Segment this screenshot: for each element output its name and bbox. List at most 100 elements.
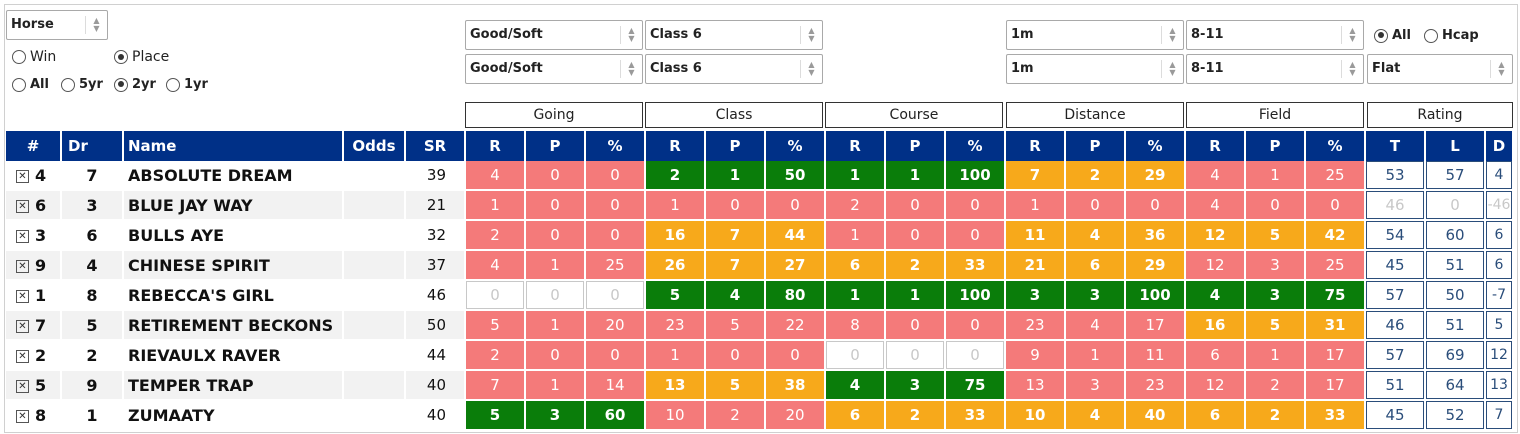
col-going-p[interactable]: P	[526, 131, 586, 161]
type-select-value: Horse	[11, 17, 54, 32]
period-all-option[interactable]: All	[12, 77, 49, 92]
col-going-pct[interactable]: %	[586, 131, 646, 161]
runner-number: 7	[35, 315, 47, 335]
radio-1yr[interactable]	[166, 77, 180, 92]
horse-name[interactable]: ABSOLUTE DREAM	[124, 161, 344, 191]
table-row: ✕ 9 4 CHINESE SPIRIT 37 4 1 25 26 7 27 6 2 33 21 6 29 12 3…	[6, 251, 1514, 281]
period-2yr-option[interactable]: 2yr	[114, 77, 156, 92]
remove-runner-icon[interactable]: ✕	[16, 259, 29, 273]
class-places: 5	[706, 371, 766, 401]
going-top-value: Good/Soft	[470, 27, 543, 42]
rating-d: 12	[1486, 341, 1514, 371]
rating-t: 57	[1366, 341, 1426, 371]
racetype-hcap-option[interactable]: Hcap	[1424, 28, 1479, 43]
remove-runner-icon[interactable]: ✕	[16, 289, 29, 303]
col-odds[interactable]: Odds	[344, 131, 406, 161]
going-select-bottom[interactable]: Good/Soft ▲ ▼	[465, 54, 643, 84]
field-select-bottom[interactable]: 8-11 ▲ ▼	[1186, 54, 1364, 84]
distance-runs: 13	[1006, 371, 1066, 401]
radio-all[interactable]	[12, 77, 26, 92]
going-runs: 5	[466, 401, 526, 431]
remove-runner-icon[interactable]: ✕	[16, 169, 29, 183]
select-arrows-icon: ▲ ▼	[1341, 26, 1363, 44]
field-percent: 25	[1306, 161, 1366, 191]
going-places: 0	[526, 161, 586, 191]
radio-place[interactable]	[114, 50, 128, 64]
horse-name[interactable]: REBECCA'S GIRL	[124, 281, 344, 311]
course-runs: 0	[826, 341, 886, 371]
col-field-pct[interactable]: %	[1306, 131, 1366, 161]
table-row: ✕ 7 5 RETIREMENT BECKONS 50 5 1 20 23 5 22 8 0 0 23 4 17…	[6, 311, 1514, 341]
col-distance-p[interactable]: P	[1066, 131, 1126, 161]
horse-name[interactable]: RIEVAULX RAVER	[124, 341, 344, 371]
col-field-p[interactable]: P	[1246, 131, 1306, 161]
class-percent: 27	[766, 251, 826, 281]
col-distance-pct[interactable]: %	[1126, 131, 1186, 161]
rating-l: 51	[1426, 311, 1486, 341]
remove-runner-icon[interactable]: ✕	[16, 379, 29, 393]
remove-runner-icon[interactable]: ✕	[16, 409, 29, 423]
field-bottom-value: 8-11	[1191, 61, 1224, 76]
horse-name[interactable]: BLUE JAY WAY	[124, 191, 344, 221]
class-select-bottom[interactable]: Class 6 ▲ ▼	[645, 54, 823, 84]
horse-name[interactable]: BULLS AYE	[124, 221, 344, 251]
col-course-pct[interactable]: %	[946, 131, 1006, 161]
distance-select-bottom[interactable]: 1m ▲ ▼	[1006, 54, 1184, 84]
radio-racetype-all[interactable]	[1374, 28, 1388, 43]
radio-racetype-hcap[interactable]	[1424, 28, 1438, 43]
mode-place-option[interactable]: Place	[114, 49, 169, 65]
going-runs: 4	[466, 161, 526, 191]
horse-name[interactable]: RETIREMENT BECKONS	[124, 311, 344, 341]
surface-select[interactable]: Flat ▲ ▼	[1367, 54, 1513, 84]
going-runs: 0	[466, 281, 526, 311]
col-going-r[interactable]: R	[466, 131, 526, 161]
remove-runner-icon[interactable]: ✕	[16, 319, 29, 333]
class-places: 5	[706, 311, 766, 341]
col-class-r[interactable]: R	[646, 131, 706, 161]
radio-win[interactable]	[12, 50, 26, 64]
table-row: ✕ 4 7 ABSOLUTE DREAM 39 4 0 0 2 1 50 1 1 100 7 2 29 4 1 25 5…	[6, 161, 1514, 191]
col-rating-d[interactable]: D	[1486, 131, 1514, 161]
period-5yr-option[interactable]: 5yr	[61, 77, 103, 92]
runner-number-cell: ✕ 3	[6, 221, 62, 251]
field-select-top[interactable]: 8-11 ▲ ▼	[1186, 20, 1364, 50]
odds-cell	[344, 341, 406, 371]
horse-name[interactable]: CHINESE SPIRIT	[124, 251, 344, 281]
col-class-p[interactable]: P	[706, 131, 766, 161]
radio-5yr[interactable]	[61, 77, 75, 92]
runner-number: 3	[35, 225, 47, 245]
mode-win-option[interactable]: Win	[12, 49, 56, 65]
col-class-pct[interactable]: %	[766, 131, 826, 161]
remove-runner-icon[interactable]: ✕	[16, 199, 29, 213]
going-select-top[interactable]: Good/Soft ▲ ▼	[465, 20, 643, 50]
class-select-top[interactable]: Class 6 ▲ ▼	[645, 20, 823, 50]
horse-name[interactable]: ZUMAATY	[124, 401, 344, 431]
going-runs: 2	[466, 221, 526, 251]
col-num[interactable]: #	[6, 131, 62, 161]
col-sr[interactable]: SR	[406, 131, 466, 161]
remove-runner-icon[interactable]: ✕	[16, 229, 29, 243]
field-places: 5	[1246, 311, 1306, 341]
distance-places: 0	[1066, 191, 1126, 221]
col-course-r[interactable]: R	[826, 131, 886, 161]
remove-runner-icon[interactable]: ✕	[16, 349, 29, 363]
period-1yr-option[interactable]: 1yr	[166, 77, 208, 92]
col-field-r[interactable]: R	[1186, 131, 1246, 161]
sr-cell: 40	[406, 401, 466, 431]
course-runs: 6	[826, 401, 886, 431]
horse-name[interactable]: TEMPER TRAP	[124, 371, 344, 401]
runner-number: 2	[35, 345, 47, 365]
rating-l: 64	[1426, 371, 1486, 401]
col-rating-l[interactable]: L	[1426, 131, 1486, 161]
racetype-all-option[interactable]: All	[1374, 28, 1411, 43]
distance-select-top[interactable]: 1m ▲ ▼	[1006, 20, 1184, 50]
col-draw[interactable]: Dr	[62, 131, 124, 161]
col-course-p[interactable]: P	[886, 131, 946, 161]
col-rating-t[interactable]: T	[1366, 131, 1426, 161]
col-name[interactable]: Name	[124, 131, 344, 161]
col-distance-r[interactable]: R	[1006, 131, 1066, 161]
type-select[interactable]: Horse ▲ ▼	[6, 10, 108, 40]
class-bottom-value: Class 6	[650, 61, 702, 76]
radio-2yr[interactable]	[114, 77, 128, 92]
select-arrows-icon: ▲ ▼	[620, 26, 642, 44]
